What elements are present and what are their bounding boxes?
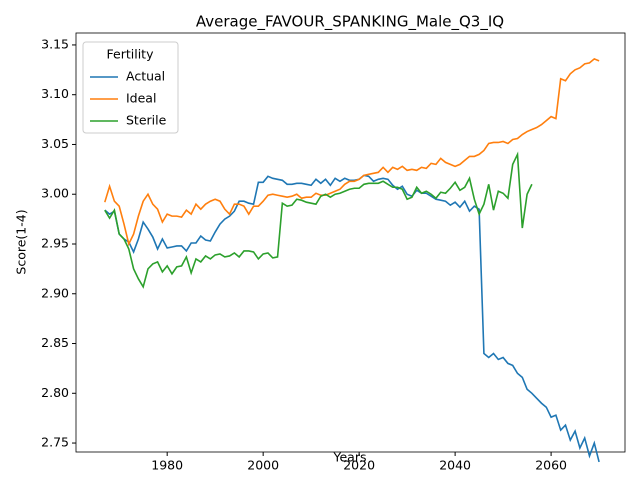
legend-title: Fertility — [107, 47, 155, 62]
legend-label: Ideal — [126, 91, 156, 106]
legend-label: Sterile — [126, 113, 167, 128]
legend-label: Actual — [126, 69, 165, 84]
y-tick-label: 3.05 — [41, 136, 69, 151]
y-tick-label: 2.85 — [41, 335, 69, 350]
y-axis-label: Score(1-4) — [14, 209, 29, 274]
x-tick-label: 2020 — [343, 458, 375, 473]
y-tick-label: 2.90 — [41, 285, 69, 300]
chart-title: Average_FAVOUR_SPANKING_Male_Q3_IQ — [196, 13, 504, 32]
x-tick-label: 2000 — [247, 458, 279, 473]
y-tick-label: 3.15 — [41, 36, 69, 51]
legend-box — [82, 41, 179, 134]
y-tick-label: 3.10 — [41, 86, 69, 101]
y-tick-label: 2.80 — [41, 385, 69, 400]
y-tick-label: 2.75 — [41, 435, 69, 450]
x-axis-label: Years — [333, 450, 367, 465]
x-tick-label: 1980 — [151, 458, 183, 473]
series-line — [104, 57, 600, 247]
series-line — [104, 174, 600, 463]
x-tick-label: 2060 — [535, 458, 567, 473]
y-tick-label: 2.95 — [41, 235, 69, 250]
y-tick-label: 3.00 — [41, 186, 69, 201]
series-line — [104, 151, 533, 289]
x-tick-label: 2040 — [439, 458, 471, 473]
plot-frame — [75, 32, 626, 453]
